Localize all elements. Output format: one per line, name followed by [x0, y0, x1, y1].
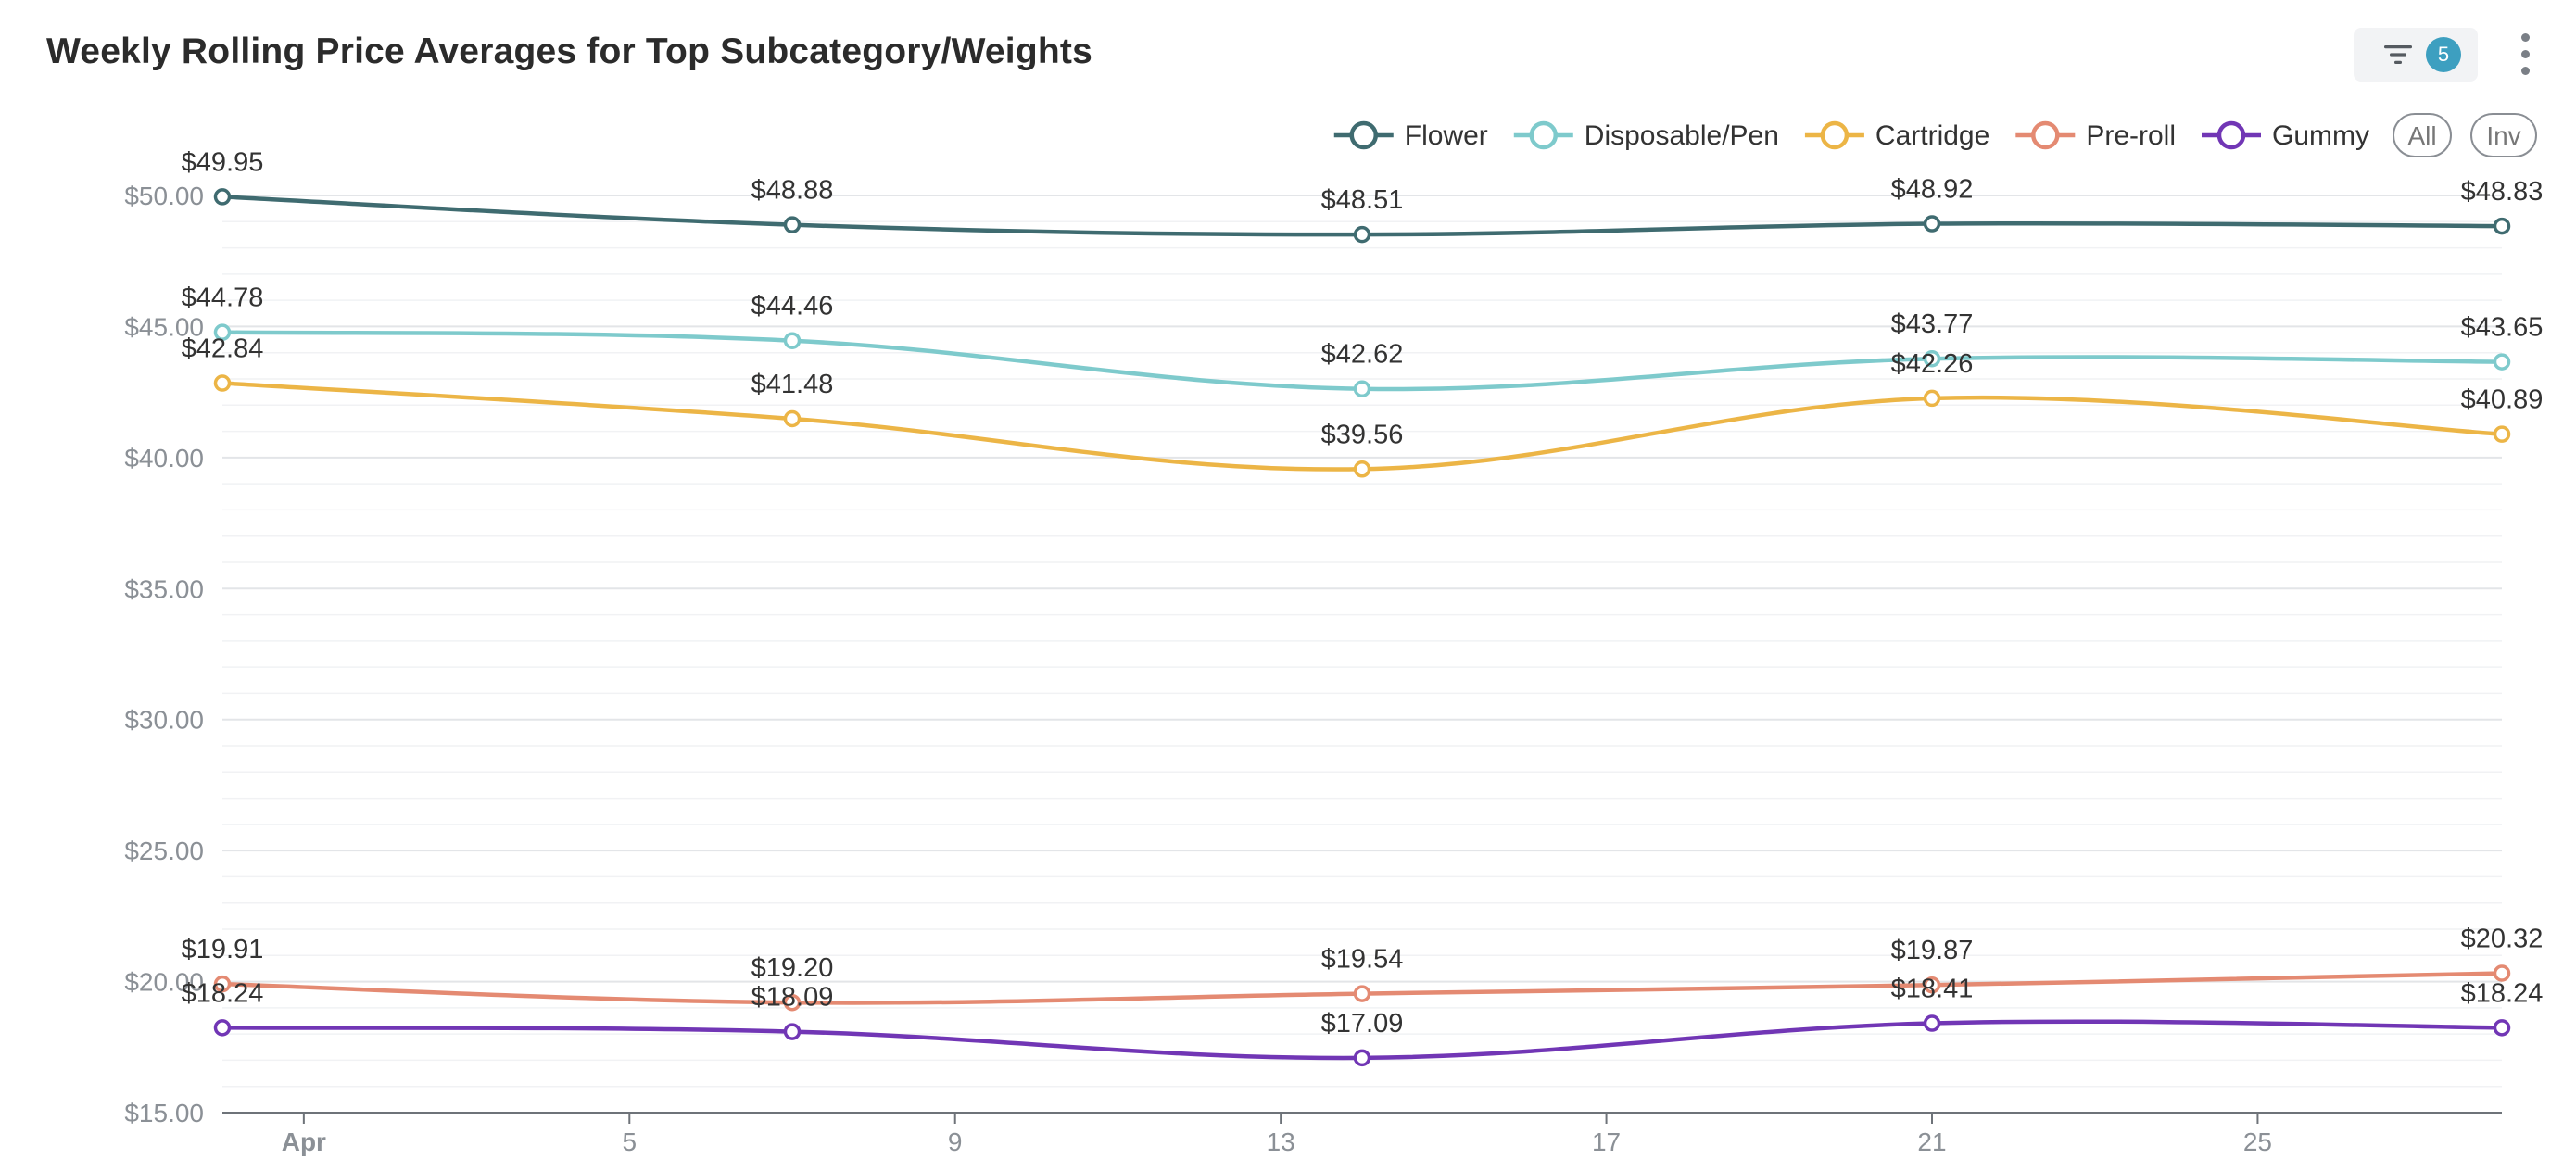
data-point-cartridge[interactable]: [213, 374, 232, 392]
data-point-disposable-pen[interactable]: [213, 323, 232, 341]
data-label-cartridge: $42.84: [182, 334, 264, 364]
data-label-flower: $48.88: [751, 176, 834, 206]
x-tick-label: 25: [2243, 1127, 2272, 1156]
x-tick-label: 9: [948, 1127, 963, 1156]
y-tick-label: $45.00: [124, 312, 204, 341]
data-label-cartridge: $41.48: [751, 370, 834, 399]
y-tick-label: $15.00: [124, 1099, 204, 1127]
legend-swatch-marker: [2216, 120, 2246, 150]
data-label-disposable-pen: $42.62: [1321, 340, 1404, 370]
legend: Inv All Gummy Pre-roll Cartridge Disposable/P…: [1333, 113, 2537, 157]
data-label-flower: $48.83: [2461, 177, 2544, 207]
data-point-gummy[interactable]: [783, 1023, 802, 1040]
data-point-flower[interactable]: [783, 216, 802, 233]
data-label-flower: $48.92: [1891, 175, 1974, 205]
data-label-flower: $49.95: [182, 147, 264, 177]
data-label-gummy: $18.41: [1891, 975, 1974, 1004]
data-point-pre-roll[interactable]: [2493, 964, 2511, 982]
chart-title: Weekly Rolling Price Averages for Top Su…: [46, 31, 1092, 71]
legend-label-disposable-pen: Disposable/Pen: [1585, 120, 1779, 151]
data-label-pre-roll: $20.32: [2461, 925, 2544, 954]
legend-invert-button[interactable]: Inv: [2470, 113, 2537, 157]
data-label-disposable-pen: $43.77: [1891, 309, 1974, 339]
x-tick-label: 13: [1267, 1127, 1295, 1156]
legend-label-pre-roll: Pre-roll: [2086, 120, 2176, 151]
data-point-cartridge[interactable]: [783, 409, 802, 428]
x-tick-label: Apr: [282, 1127, 326, 1156]
data-point-disposable-pen[interactable]: [1353, 380, 1371, 397]
data-label-gummy: $18.24: [182, 978, 264, 1008]
legend-invert-label: Inv: [2486, 121, 2520, 150]
data-point-cartridge[interactable]: [1353, 460, 1371, 478]
legend-swatch-marker: [1349, 120, 1379, 150]
data-label-disposable-pen: $43.65: [2461, 313, 2544, 343]
legend-all-label: All: [2407, 121, 2436, 150]
legend-label-cartridge: Cartridge: [1875, 120, 1989, 151]
filter-icon: [2384, 45, 2412, 64]
legend-swatch-marker: [1529, 120, 1559, 150]
data-label-pre-roll: $19.91: [182, 935, 264, 964]
data-point-pre-roll[interactable]: [1353, 985, 1371, 1002]
data-labels: $49.95 $48.88 $48.51 $48.92 $48.83 $44.78 $44.…: [182, 147, 2544, 1038]
filter-button[interactable]: 5: [2354, 28, 2478, 82]
y-tick-label: $40.00: [124, 444, 204, 472]
legend-swatch-marker: [1820, 120, 1850, 150]
data-label-disposable-pen: $44.78: [182, 283, 264, 313]
data-point-pre-roll[interactable]: [1923, 976, 1941, 994]
legend-swatch-marker: [2031, 120, 2060, 150]
y-tick-label: $30.00: [124, 706, 204, 735]
legend-label-flower: Flower: [1405, 120, 1488, 151]
y-tick-label: $25.00: [124, 837, 204, 865]
data-label-pre-roll: $19.54: [1321, 945, 1404, 975]
legend-item-gummy[interactable]: Gummy: [2202, 120, 2369, 151]
data-point-cartridge[interactable]: [1923, 389, 1941, 408]
x-tick-label: 17: [1592, 1127, 1621, 1156]
y-tick-label: $20.00: [124, 968, 204, 997]
data-label-cartridge: $40.89: [2461, 385, 2544, 415]
data-point-flower[interactable]: [1353, 225, 1371, 244]
data-point-disposable-pen[interactable]: [2493, 353, 2511, 371]
data-label-gummy: $18.09: [751, 983, 834, 1013]
y-tick-label: $35.00: [124, 574, 204, 603]
data-label-cartridge: $39.56: [1321, 420, 1404, 449]
y-tick-label: $50.00: [124, 182, 204, 210]
more-options-button[interactable]: [2513, 28, 2537, 82]
legend-label-gummy: Gummy: [2272, 120, 2369, 151]
data-point-gummy[interactable]: [1923, 1014, 1941, 1032]
legend-all-button[interactable]: All: [2393, 113, 2452, 157]
data-point-gummy[interactable]: [213, 1019, 232, 1037]
x-tick-label: 5: [622, 1127, 637, 1156]
axes: $50.00 $45.00 $40.00 $35.00 $30.00 $25.00 $20.…: [124, 182, 2502, 1156]
data-point-flower[interactable]: [213, 188, 232, 206]
data-point-flower[interactable]: [2493, 217, 2511, 235]
legend-item-cartridge[interactable]: Cartridge: [1804, 120, 1989, 151]
more-vertical-icon: [2521, 33, 2530, 42]
data-point-gummy[interactable]: [1353, 1049, 1371, 1067]
data-point-cartridge[interactable]: [2493, 425, 2511, 443]
data-point-pre-roll[interactable]: [783, 993, 802, 1012]
data-label-cartridge: $42.26: [1891, 349, 1974, 379]
filter-count-badge: 5: [2426, 37, 2461, 72]
data-label-flower: $48.51: [1321, 185, 1404, 215]
data-label-gummy: $18.24: [2461, 978, 2544, 1008]
data-label-pre-roll: $19.20: [751, 953, 834, 983]
data-point-disposable-pen[interactable]: [783, 332, 802, 349]
data-label-gummy: $17.09: [1321, 1009, 1404, 1039]
legend-item-flower[interactable]: Flower: [1333, 120, 1488, 151]
x-tick-label: 21: [1917, 1127, 1946, 1156]
legend-item-disposable-pen[interactable]: Disposable/Pen: [1513, 120, 1779, 151]
data-label-pre-roll: $19.87: [1891, 936, 1974, 965]
pill-outline: [2470, 113, 2537, 157]
data-point-gummy[interactable]: [2493, 1019, 2511, 1037]
legend-item-pre-roll[interactable]: Pre-roll: [2015, 120, 2176, 151]
data-point-flower[interactable]: [1923, 215, 1941, 233]
data-point-disposable-pen[interactable]: [1923, 349, 1941, 368]
data-label-disposable-pen: $44.46: [751, 292, 834, 321]
data-point-pre-roll[interactable]: [213, 975, 232, 993]
pill-outline: [2393, 113, 2452, 157]
series-points: [213, 188, 2511, 1067]
